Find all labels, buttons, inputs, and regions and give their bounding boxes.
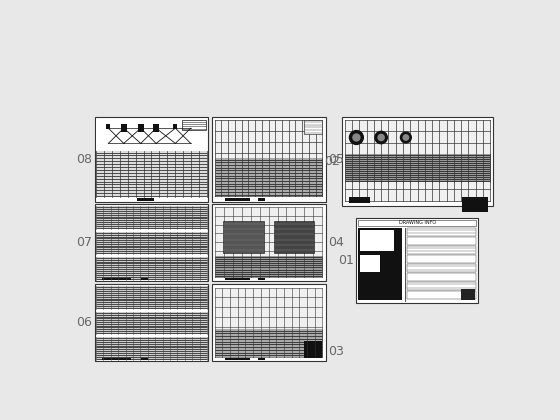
Text: 07: 07	[76, 236, 92, 249]
Bar	[214, 329, 323, 357]
Bar	[96, 119, 207, 150]
Bar	[223, 221, 264, 252]
Bar	[258, 358, 265, 360]
Bar	[189, 123, 193, 129]
Bar	[342, 117, 493, 206]
Bar	[141, 358, 148, 360]
Bar	[360, 230, 394, 251]
Bar	[96, 286, 207, 309]
Bar	[212, 205, 325, 281]
Bar	[214, 158, 323, 196]
Bar	[358, 220, 477, 226]
Bar	[214, 121, 323, 196]
Bar	[407, 273, 477, 281]
Bar	[141, 278, 148, 280]
Bar	[225, 358, 250, 360]
Bar	[214, 207, 323, 277]
Circle shape	[378, 134, 384, 141]
Bar	[214, 288, 323, 357]
Bar	[95, 205, 208, 281]
Bar	[96, 206, 207, 229]
Text: 05: 05	[328, 153, 344, 166]
Text: 08: 08	[76, 153, 92, 166]
Bar	[214, 256, 323, 277]
Text: DRAWING INFO: DRAWING INFO	[399, 220, 436, 226]
Bar	[356, 218, 478, 303]
Bar	[96, 151, 207, 197]
Circle shape	[403, 135, 409, 140]
Bar	[95, 284, 208, 362]
Bar	[102, 358, 132, 360]
Bar	[138, 123, 144, 131]
Bar	[225, 278, 250, 280]
Bar	[174, 123, 178, 129]
Bar	[258, 198, 265, 200]
Bar	[345, 120, 491, 200]
Bar	[102, 278, 132, 280]
Bar	[121, 123, 127, 131]
Text: 04: 04	[328, 236, 344, 249]
Bar	[407, 255, 477, 263]
Bar	[95, 117, 208, 202]
Bar	[360, 255, 380, 272]
Bar	[407, 291, 477, 299]
Bar	[225, 198, 250, 200]
Text: 06: 06	[76, 317, 92, 329]
Bar	[304, 341, 323, 358]
Bar	[407, 228, 477, 236]
Bar	[106, 123, 110, 129]
Bar	[181, 121, 206, 130]
Bar	[137, 198, 154, 200]
Bar	[304, 121, 323, 134]
Bar	[96, 312, 207, 334]
Text: 01: 01	[338, 254, 354, 267]
Bar	[212, 117, 325, 202]
Bar	[461, 289, 475, 300]
Bar	[407, 282, 477, 290]
Bar	[96, 257, 207, 280]
Circle shape	[353, 134, 360, 141]
Bar	[345, 154, 491, 182]
Text: 03: 03	[328, 345, 344, 358]
Bar	[153, 123, 159, 131]
Bar	[96, 337, 207, 360]
Bar	[212, 284, 325, 362]
Text: 02: 02	[324, 155, 340, 168]
Bar	[407, 236, 477, 245]
Circle shape	[375, 131, 388, 144]
Bar	[348, 197, 370, 203]
Bar	[258, 278, 265, 280]
Bar	[462, 197, 488, 212]
Circle shape	[349, 131, 363, 144]
Bar	[274, 221, 314, 252]
Circle shape	[400, 132, 411, 143]
Bar	[407, 246, 477, 254]
Bar	[358, 228, 402, 300]
Bar	[407, 264, 477, 272]
Bar	[96, 232, 207, 254]
